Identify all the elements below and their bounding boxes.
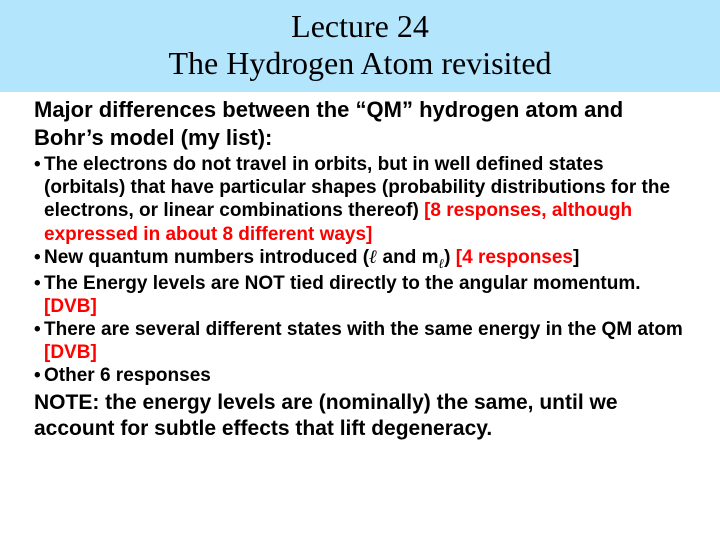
bullet-highlight: [DVB] <box>44 296 97 317</box>
bullet-item: Other 6 responses <box>34 364 686 387</box>
bullet-text-suffix: ) <box>444 247 456 268</box>
title-banner: Lecture 24 The Hydrogen Atom revisited <box>0 0 720 92</box>
bullet-trailing: ] <box>573 247 579 268</box>
bullet-text: There are several different states with … <box>44 319 683 340</box>
bullet-text: Other 6 responses <box>44 365 211 386</box>
bullet-item: There are several different states with … <box>34 318 686 364</box>
title-line-1: Lecture 24 <box>0 8 720 45</box>
bullet-highlight: [4 responses <box>456 247 573 268</box>
bullet-item: New quantum numbers introduced (ℓ and mℓ… <box>34 246 686 272</box>
bullet-list: The electrons do not travel in orbits, b… <box>34 153 686 388</box>
bullet-highlight: [DVB] <box>44 342 97 363</box>
bullet-text-prefix: New quantum numbers introduced ( <box>44 247 369 268</box>
bullet-text-mid: and m <box>377 247 438 268</box>
bullet-text: The Energy levels are NOT tied directly … <box>44 273 641 294</box>
title-line-2: The Hydrogen Atom revisited <box>0 45 720 82</box>
bullet-item: The electrons do not travel in orbits, b… <box>34 153 686 246</box>
content-note: NOTE: the energy levels are (nominally) … <box>34 390 686 443</box>
slide-content: Major differences between the “QM” hydro… <box>0 92 720 442</box>
bullet-item: The Energy levels are NOT tied directly … <box>34 272 686 318</box>
content-heading: Major differences between the “QM” hydro… <box>34 96 686 151</box>
